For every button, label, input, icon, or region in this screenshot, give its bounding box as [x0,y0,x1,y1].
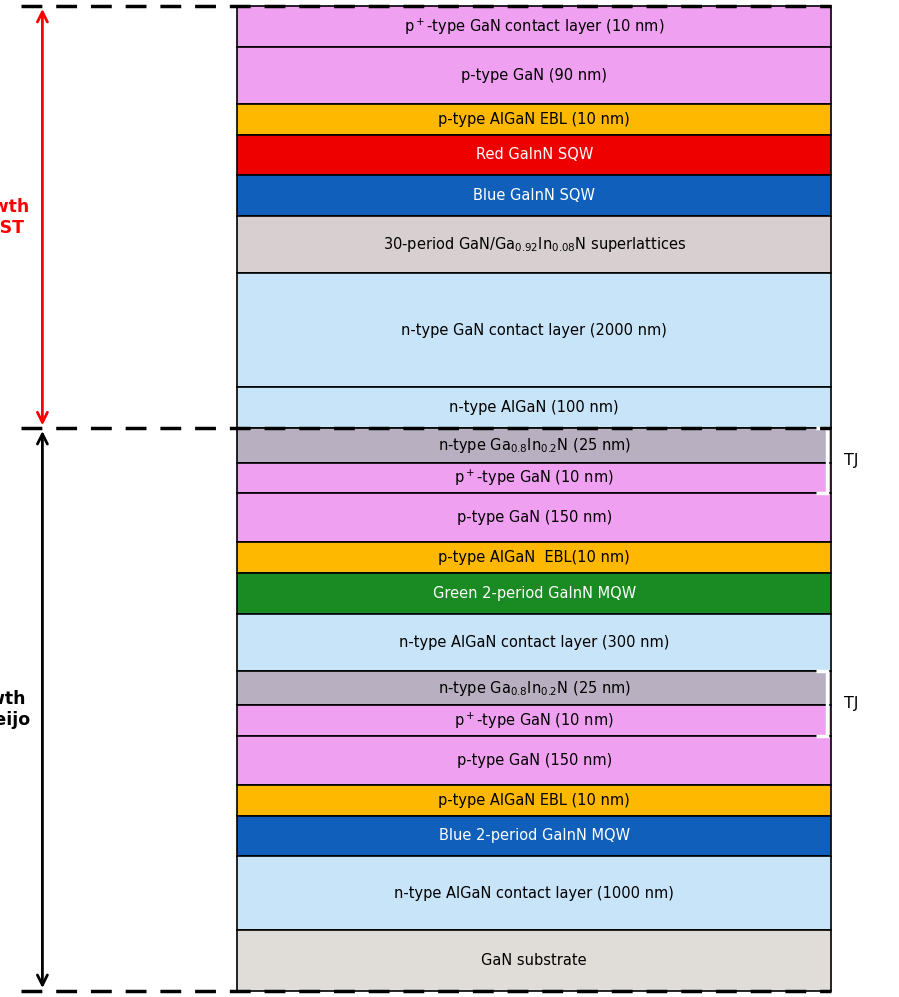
Text: Red GaInN SQW: Red GaInN SQW [476,148,593,163]
Bar [237,388,832,428]
Text: p-type AlGaN  EBL(10 nm): p-type AlGaN EBL(10 nm) [439,550,630,565]
Bar [237,573,832,614]
Bar [237,856,832,930]
Text: p-type AlGaN EBL (10 nm): p-type AlGaN EBL (10 nm) [439,793,630,808]
Text: GaN substrate: GaN substrate [482,953,587,968]
Bar [237,785,832,816]
Text: p-type GaN (150 nm): p-type GaN (150 nm) [457,753,612,768]
Bar [237,542,832,573]
Bar [237,736,832,785]
Bar [237,216,832,273]
Text: Blue 2-period GaInN MQW: Blue 2-period GaInN MQW [439,829,630,843]
Text: TJ: TJ [844,696,859,711]
Text: 30-period GaN/Ga$_{0.92}$In$_{0.08}$N superlattices: 30-period GaN/Ga$_{0.92}$In$_{0.08}$N su… [383,235,686,254]
Text: p$^+$-type GaN (10 nm): p$^+$-type GaN (10 nm) [454,468,614,489]
Bar [237,671,832,706]
Bar [237,614,832,671]
Text: p$^+$-type GaN contact layer (10 nm): p$^+$-type GaN contact layer (10 nm) [404,16,664,37]
Text: p$^+$-type GaN (10 nm): p$^+$-type GaN (10 nm) [454,711,614,731]
Bar [237,273,832,388]
Text: p-type GaN (90 nm): p-type GaN (90 nm) [461,68,608,83]
Bar [237,463,832,494]
Text: n-type Ga$_{0.8}$In$_{0.2}$N (25 nm): n-type Ga$_{0.8}$In$_{0.2}$N (25 nm) [438,436,631,455]
Bar [237,930,832,991]
Text: n-type AlGaN contact layer (1000 nm): n-type AlGaN contact layer (1000 nm) [395,885,674,900]
Bar [237,175,832,216]
Text: Green 2-period GaInN MQW: Green 2-period GaInN MQW [432,586,636,601]
Bar [237,816,832,856]
Text: n-type Ga$_{0.8}$In$_{0.2}$N (25 nm): n-type Ga$_{0.8}$In$_{0.2}$N (25 nm) [438,679,631,698]
Bar [237,428,832,463]
Bar [237,104,832,135]
Text: n-type AlGaN (100 nm): n-type AlGaN (100 nm) [450,400,619,416]
Bar [237,6,832,47]
Text: p-type AlGaN EBL (10 nm): p-type AlGaN EBL (10 nm) [439,112,630,127]
Text: n-type GaN contact layer (2000 nm): n-type GaN contact layer (2000 nm) [401,323,667,338]
Text: Growth
at Meijo: Growth at Meijo [0,690,30,729]
Text: p-type GaN (150 nm): p-type GaN (150 nm) [457,510,612,525]
Bar [237,47,832,104]
Text: TJ: TJ [844,454,859,469]
Text: n-type AlGaN contact layer (300 nm): n-type AlGaN contact layer (300 nm) [399,635,670,650]
Text: Re-growth
at KAUST: Re-growth at KAUST [0,197,30,236]
Text: Blue GaInN SQW: Blue GaInN SQW [473,188,595,203]
Bar [237,135,832,175]
Bar [237,706,832,736]
Bar [237,494,832,542]
